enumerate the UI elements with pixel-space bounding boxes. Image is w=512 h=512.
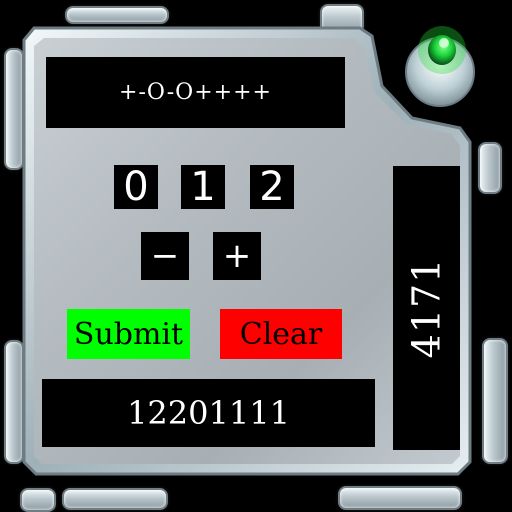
clear-button[interactable]: Clear bbox=[220, 309, 342, 359]
frame-tab-right-bottom bbox=[482, 338, 508, 464]
frame-tab-bottom-mid bbox=[62, 488, 168, 510]
side-number-text: 4171 bbox=[404, 257, 449, 359]
frame-tab-top-left bbox=[65, 6, 169, 24]
digit-box-3: 2 bbox=[250, 164, 294, 210]
pattern-display: +-O-O++++ bbox=[46, 57, 345, 128]
frame-tab-right-top bbox=[478, 142, 502, 194]
green-indicator-light bbox=[405, 26, 475, 107]
result-display: 12201111 bbox=[42, 379, 375, 447]
digit-box-1: 0 bbox=[114, 164, 158, 210]
minus-button[interactable]: − bbox=[141, 232, 189, 280]
digit-box-2: 1 bbox=[181, 164, 225, 210]
frame-tab-bottom-left bbox=[20, 488, 56, 512]
plus-button[interactable]: + bbox=[213, 232, 261, 280]
frame-tab-bottom-right bbox=[338, 486, 462, 510]
side-number-display: 4171 bbox=[393, 166, 460, 450]
submit-button[interactable]: Submit bbox=[67, 309, 190, 359]
